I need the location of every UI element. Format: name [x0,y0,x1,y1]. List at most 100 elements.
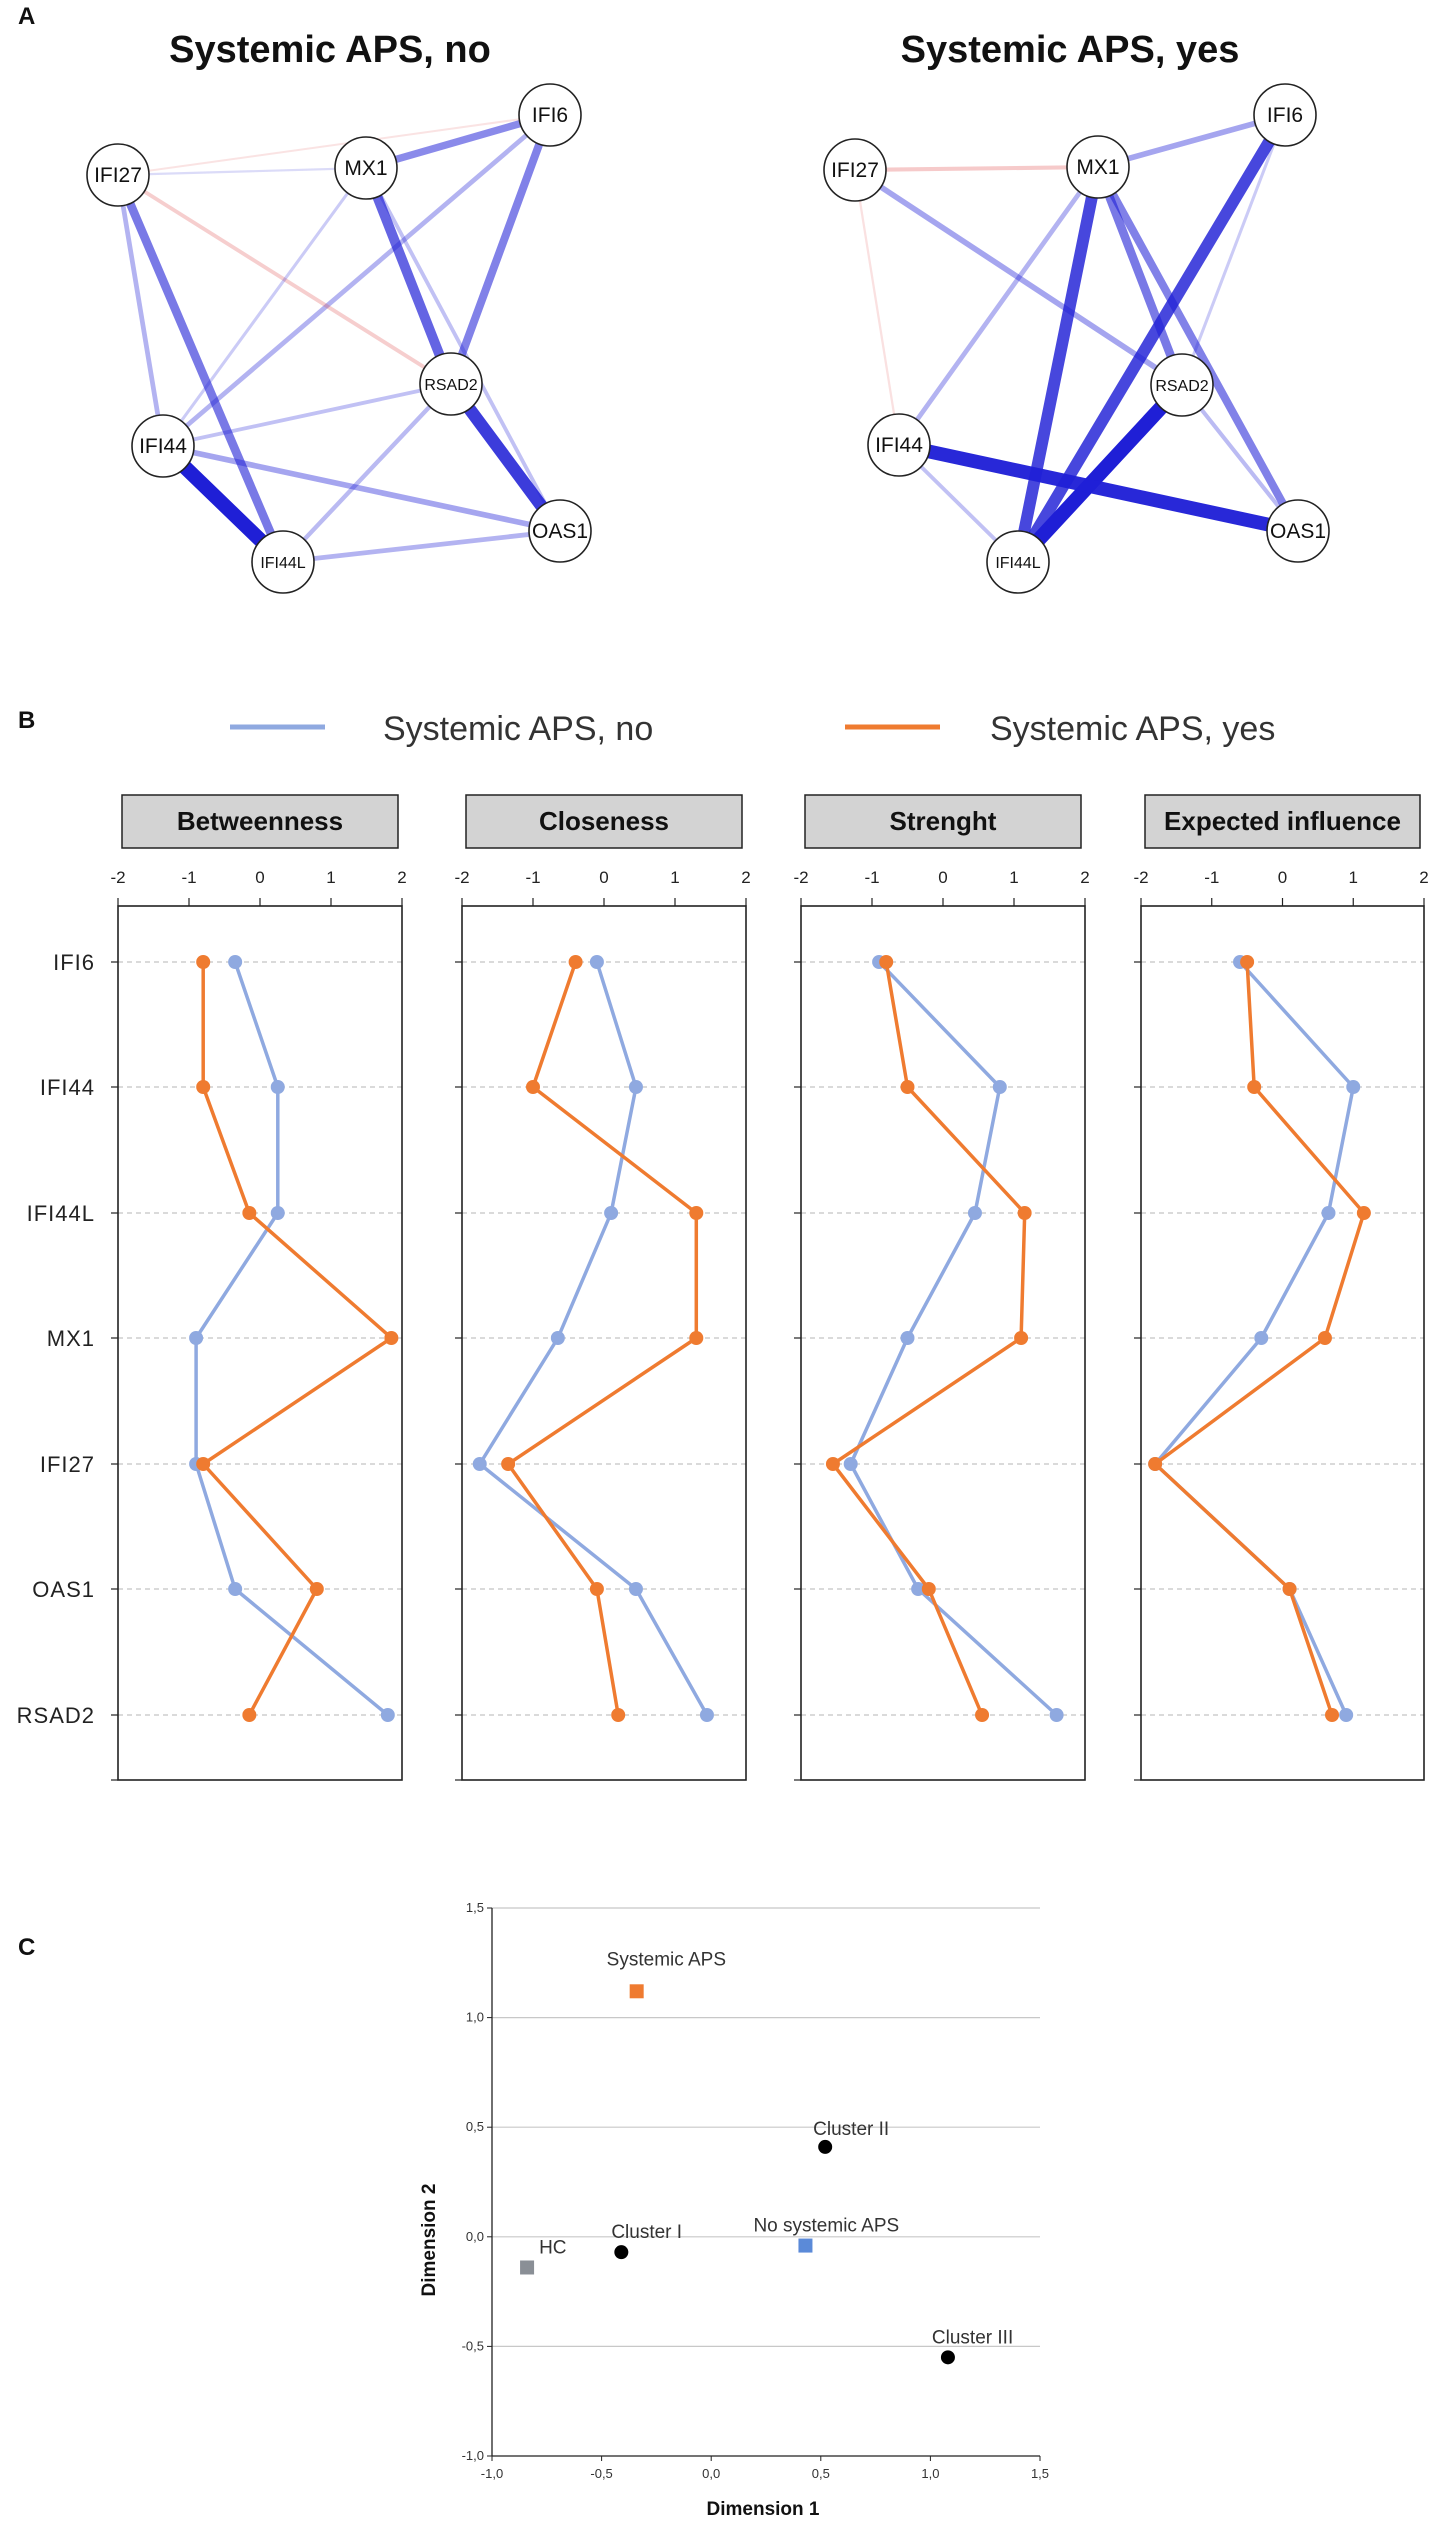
edge-ifi27-rsad2 [116,173,453,386]
x-tick-label: 0,0 [702,2466,720,2481]
point-label: Systemic APS [607,1949,726,1970]
edge-mx1-ifi6 [362,111,554,172]
node-label: IFI6 [1267,104,1303,127]
x-tick-label: 0 [938,868,947,887]
edge-mx1-ifi44 [896,164,1101,448]
x-tick-label: 2 [1419,868,1428,887]
node-label: MX1 [1076,156,1119,179]
point-cluster-ii: Cluster II [813,2119,889,2154]
point-mx1 [1317,1331,1332,1345]
point-label: No systemic APS [753,2216,899,2237]
point-ifi44l [1321,1206,1336,1220]
point-oas1 [589,1582,604,1596]
edge-mx1-ifi44l [1012,161,1104,568]
point-ifi44 [196,1080,211,1094]
point-ifi44l [1017,1206,1032,1220]
point-label: Cluster III [932,2327,1013,2348]
facet-strenght: Strenght -2 -1 0 1 2 [793,794,1090,1781]
facet-plot-area [800,905,1086,1781]
point-rsad2 [611,1708,626,1722]
x-tick-label: 0 [1278,868,1287,887]
panel-b-centrality: Systemic APS, no Systemic APS, yes IFI6I… [17,710,1429,1781]
x-tick-label: 0 [599,868,608,887]
node-ifi27: IFI27 [823,138,887,202]
point-ifi27 [196,1457,211,1471]
node-circle [867,413,931,477]
x-tick-label: 1 [326,868,335,887]
point-rsad2 [1339,1708,1354,1722]
node-circle [528,499,592,563]
edge-ifi44l-oas1 [280,528,563,565]
panel-letter-b: B [18,707,35,734]
point-cluster-iii: Cluster III [932,2327,1013,2365]
edge-ifi27-mx1 [852,164,1101,173]
point-ifi44 [270,1080,285,1094]
node-label: IFI44 [139,435,187,458]
point-ifi44 [992,1080,1007,1094]
edge-rsad2-ifi44l [1010,377,1190,570]
point-marker [818,2139,833,2154]
x-tick-label: -1 [525,868,540,887]
edge-mx1-rsad2 [361,163,456,389]
point-ifi6 [196,955,211,969]
edge-ifi6-ifi44l [1012,109,1291,568]
point-rsad2 [380,1708,395,1722]
x-tick-label: -1 [864,868,879,887]
facet-betweenness: Betweenness -2 -1 0 1 2 [110,794,407,1781]
node-label: IFI6 [532,104,568,127]
x-tick-label: 2 [397,868,406,887]
edge-ifi27-ifi44 [853,168,901,447]
point-ifi6 [589,955,604,969]
node-circle [1266,499,1330,563]
facet-header [804,794,1082,849]
x-tick-label: 2 [1080,868,1089,887]
x-tick-label: -2 [1133,868,1148,887]
y-tick-label: -0,5 [462,2338,484,2353]
point-marker [629,1984,644,1999]
point-ifi27 [501,1457,516,1471]
point-ifi6 [568,955,583,969]
legend-label-no: Systemic APS, no [383,710,653,748]
point-mx1 [900,1331,915,1345]
facet-plot-area [1140,905,1425,1781]
point-oas1 [309,1582,324,1596]
point-oas1 [228,1582,243,1596]
edge-ifi6-rsad2 [1180,113,1287,387]
x-tick-label: -1 [181,868,196,887]
point-ifi44l [967,1206,982,1220]
node-oas1: OAS1 [1266,499,1330,563]
point-marker [798,2238,813,2253]
series-systemic-aps-yes [196,955,399,1722]
node-rsad2: RSAD2 [1150,353,1214,417]
point-ifi44l [689,1206,704,1220]
x-tick-label: -0,5 [590,2466,612,2481]
y-tick-label: 1,0 [466,2010,484,2025]
node-label: MX1 [344,157,387,180]
point-oas1 [911,1582,926,1596]
point-cluster-i: Cluster I [611,2222,682,2260]
series-systemic-aps-no [472,955,714,1722]
legend: Systemic APS, no Systemic APS, yes [230,710,1275,748]
point-mx1 [1254,1331,1269,1345]
panel-letter-c: C [18,1934,35,1961]
node-label: RSAD2 [424,377,477,394]
point-oas1 [628,1582,643,1596]
point-no-systemic-aps: No systemic APS [753,2216,899,2253]
node-circle [1150,353,1214,417]
point-label: HC [539,2237,566,2258]
point-ifi44l [604,1206,619,1220]
x-tick-label: 0,5 [812,2466,830,2481]
node-label: IFI44 [875,434,923,457]
series-systemic-aps-yes [825,955,1032,1722]
facet-expected-influence: Expected influence -2 -1 0 1 2 [1133,794,1429,1781]
node-mx1: MX1 [1066,135,1130,199]
series-systemic-aps-yes [1148,955,1371,1722]
edge-ifi44-oas1 [160,443,563,534]
category-labels: IFI6 IFI44 IFI44L MX1 IFI27 OAS1 RSAD2 [17,950,94,1728]
point-ifi44 [1247,1080,1262,1094]
edge-ifi27-ifi44l [113,170,288,567]
scatter-x-axis-label: Dimension 1 [707,2499,820,2520]
point-hc: HC [520,2237,567,2275]
